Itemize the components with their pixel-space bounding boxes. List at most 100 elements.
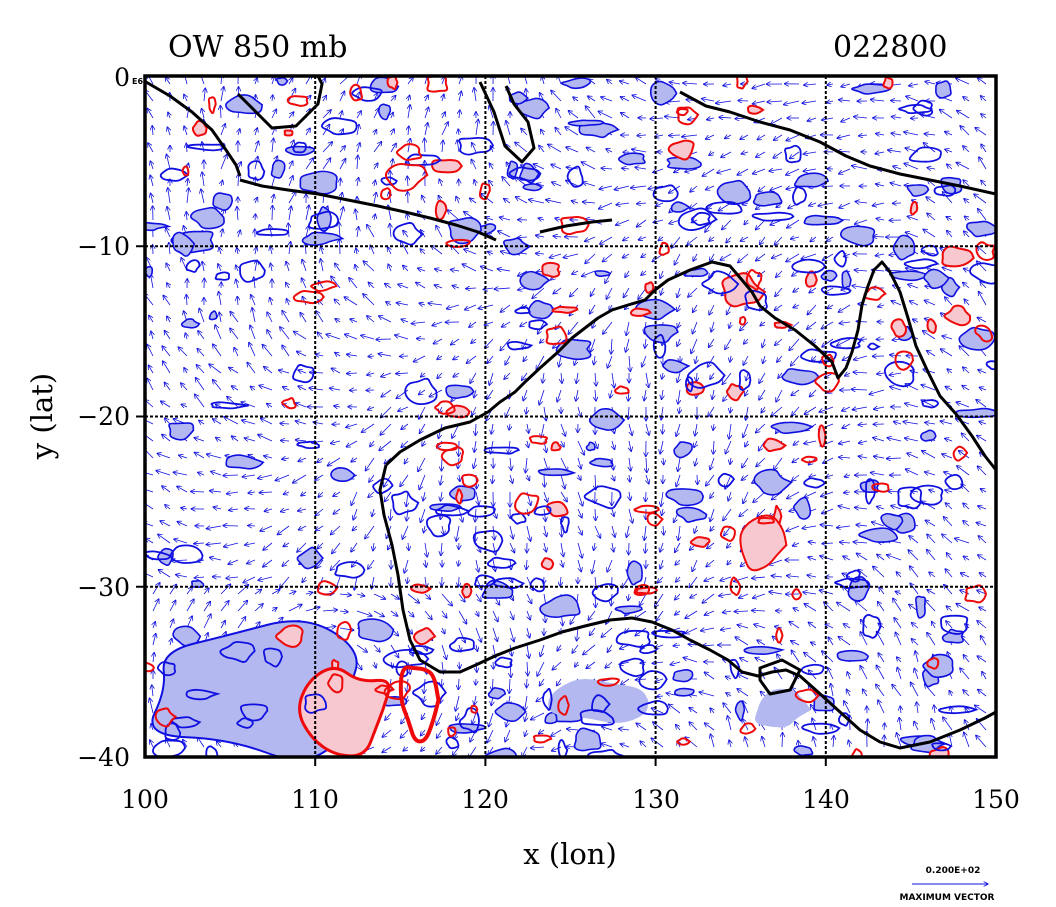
wind-vector <box>893 166 902 169</box>
wind-vector <box>566 167 579 169</box>
reference-vector-caption: MAXIMUM VECTOR <box>899 893 994 903</box>
wind-vector <box>395 335 409 340</box>
wind-vector <box>743 355 749 365</box>
wind-vector <box>401 241 409 255</box>
wind-vector <box>326 334 341 340</box>
wind-vector <box>518 270 528 276</box>
wind-vector <box>839 322 851 323</box>
wind-vector <box>472 143 477 153</box>
wind-vector <box>199 308 205 323</box>
wind-vector <box>658 237 663 241</box>
wind-vector <box>464 249 477 255</box>
wind-vector <box>267 312 273 323</box>
wind-vector <box>476 119 478 136</box>
corner-tag: E6 <box>132 77 143 86</box>
wind-vector <box>152 126 153 136</box>
wind-vector <box>202 261 204 272</box>
contour-region <box>689 536 711 548</box>
wind-vector <box>553 287 562 294</box>
wind-vector <box>804 84 817 85</box>
wind-vector <box>288 191 296 204</box>
wind-vector <box>489 180 493 187</box>
wind-vector <box>702 99 715 101</box>
wind-vector <box>187 179 188 187</box>
wind-vector <box>442 140 443 153</box>
wind-vector <box>661 287 664 295</box>
wind-vector <box>855 202 868 204</box>
contour-region <box>935 80 952 99</box>
wind-vector <box>655 203 664 206</box>
wind-vector <box>220 105 221 119</box>
wind-vector <box>963 180 970 187</box>
wind-vector <box>213 344 222 357</box>
wind-vector <box>775 338 783 345</box>
wind-vector <box>322 142 333 153</box>
wind-vector <box>960 126 970 136</box>
wind-vector <box>237 207 238 221</box>
wind-vector <box>585 219 596 220</box>
wind-vector <box>977 78 987 85</box>
plot-title-left: OW 850 mb <box>168 30 347 65</box>
wind-vector <box>607 80 613 85</box>
wind-vector <box>302 259 307 272</box>
x-tick-label: 150 <box>972 785 1020 814</box>
wind-vector <box>682 135 698 137</box>
wind-vector <box>599 185 613 189</box>
wind-vector <box>771 253 783 258</box>
wind-vector <box>876 219 885 221</box>
wind-vector <box>717 168 732 173</box>
wind-vector <box>726 236 732 243</box>
wind-vector <box>484 322 494 325</box>
wind-vector <box>977 246 987 255</box>
wind-vector <box>632 149 647 152</box>
wind-vector <box>267 330 273 340</box>
wind-vector <box>740 236 749 241</box>
wind-vector <box>839 100 851 101</box>
wind-vector <box>339 159 346 170</box>
wind-vector <box>548 144 562 153</box>
wind-vector <box>390 95 396 102</box>
wind-vector <box>165 77 171 85</box>
wind-vector <box>418 268 426 271</box>
wind-vector <box>466 288 477 289</box>
wind-vector <box>626 321 629 336</box>
wind-vector <box>270 246 272 255</box>
contour-region <box>594 270 612 278</box>
wind-vector <box>981 180 987 187</box>
wind-vector <box>669 135 681 136</box>
wind-vector <box>891 133 902 135</box>
wind-vector <box>693 253 697 261</box>
wind-vector <box>408 138 410 153</box>
wind-vector <box>331 276 341 289</box>
wind-vector <box>334 299 341 306</box>
wind-vector <box>451 338 460 345</box>
wind-vector <box>535 235 545 237</box>
wind-vector <box>963 97 970 102</box>
wind-vector <box>789 338 800 351</box>
wind-vector <box>407 77 413 85</box>
wind-vector <box>168 188 170 204</box>
wind-vector <box>465 304 477 310</box>
wind-vector <box>163 361 171 374</box>
wind-vector <box>538 218 545 220</box>
wind-vector <box>367 316 375 323</box>
wind-vector <box>752 101 766 104</box>
wind-vector <box>737 168 749 175</box>
wind-vector <box>186 143 187 153</box>
wind-vector <box>738 253 749 263</box>
wind-vector <box>344 297 358 306</box>
wind-vector <box>245 509 256 510</box>
wind-vector <box>296 351 307 357</box>
wind-vector <box>629 355 630 372</box>
wind-vector <box>485 217 494 220</box>
wind-vector <box>688 287 698 297</box>
wind-vector <box>709 338 715 348</box>
wind-vector <box>223 526 239 527</box>
wind-vector <box>270 297 272 306</box>
wind-vector <box>529 200 545 204</box>
wind-vector <box>854 219 868 224</box>
wind-vector <box>220 154 227 170</box>
wind-vector <box>807 321 817 329</box>
wind-vector <box>838 304 851 312</box>
wind-vector <box>793 305 800 308</box>
